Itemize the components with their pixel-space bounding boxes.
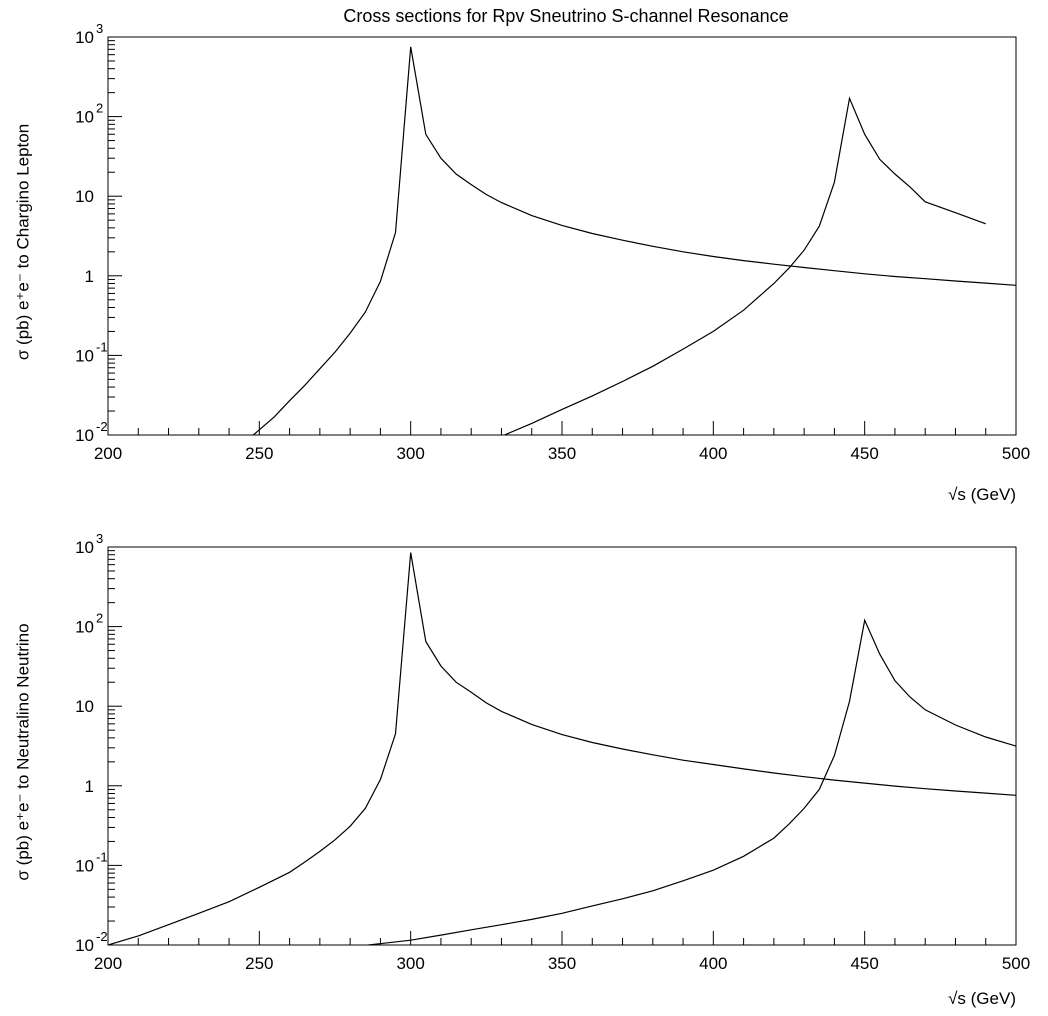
y-tick-label: 10 xyxy=(75,936,94,955)
y-tick-label: 10 xyxy=(75,346,94,365)
y-tick-label: 10 xyxy=(75,108,94,127)
x-tick-label: 250 xyxy=(245,444,273,463)
y-tick-exponent: -2 xyxy=(96,419,108,434)
series-line-2 xyxy=(368,618,1016,945)
series-line-2 xyxy=(504,96,986,435)
y-tick-label: 10 xyxy=(75,538,94,557)
x-tick-label: 450 xyxy=(850,444,878,463)
y-axis-label: σ (pb) e⁺e⁻ to Chargino Lepton xyxy=(13,124,32,360)
y-tick-exponent: 2 xyxy=(96,611,103,626)
y-tick-label: 10 xyxy=(75,618,94,637)
plot-frame xyxy=(107,36,1017,436)
y-tick-exponent: -2 xyxy=(96,929,108,944)
x-tick-label: 350 xyxy=(548,444,576,463)
y-tick-label: 10 xyxy=(75,426,94,445)
x-tick-label: 200 xyxy=(94,444,122,463)
x-tick-label: 300 xyxy=(396,444,424,463)
x-axis-label: √s (GeV) xyxy=(948,989,1016,1008)
y-tick-exponent: 3 xyxy=(96,531,103,546)
x-tick-label: 400 xyxy=(699,444,727,463)
y-tick-label: 10 xyxy=(75,697,94,716)
y-tick-label: 1 xyxy=(85,267,94,286)
x-tick-label: 450 xyxy=(850,954,878,973)
y-tick-exponent: 3 xyxy=(96,21,103,36)
y-tick-exponent: 2 xyxy=(96,101,103,116)
x-axis-label: √s (GeV) xyxy=(948,485,1016,504)
series-line-1 xyxy=(252,46,1016,435)
x-tick-label: 300 xyxy=(396,954,424,973)
y-tick-exponent: -1 xyxy=(96,849,108,864)
y-axis-label: σ (pb) e⁺e⁻ to Neutralino Neutrino xyxy=(13,623,32,880)
y-tick-label: 1 xyxy=(85,777,94,796)
figure-title: Cross sections for Rpv Sneutrino S-chann… xyxy=(343,6,788,26)
series-line-1 xyxy=(108,552,1016,945)
x-tick-label: 350 xyxy=(548,954,576,973)
y-tick-label: 10 xyxy=(75,187,94,206)
x-tick-label: 200 xyxy=(94,954,122,973)
x-tick-label: 500 xyxy=(1002,444,1030,463)
y-tick-label: 10 xyxy=(75,856,94,875)
x-tick-label: 500 xyxy=(1002,954,1030,973)
y-tick-exponent: -1 xyxy=(96,339,108,354)
x-tick-label: 250 xyxy=(245,954,273,973)
x-tick-label: 400 xyxy=(699,954,727,973)
y-tick-label: 10 xyxy=(75,28,94,47)
plot-frame xyxy=(107,546,1017,946)
